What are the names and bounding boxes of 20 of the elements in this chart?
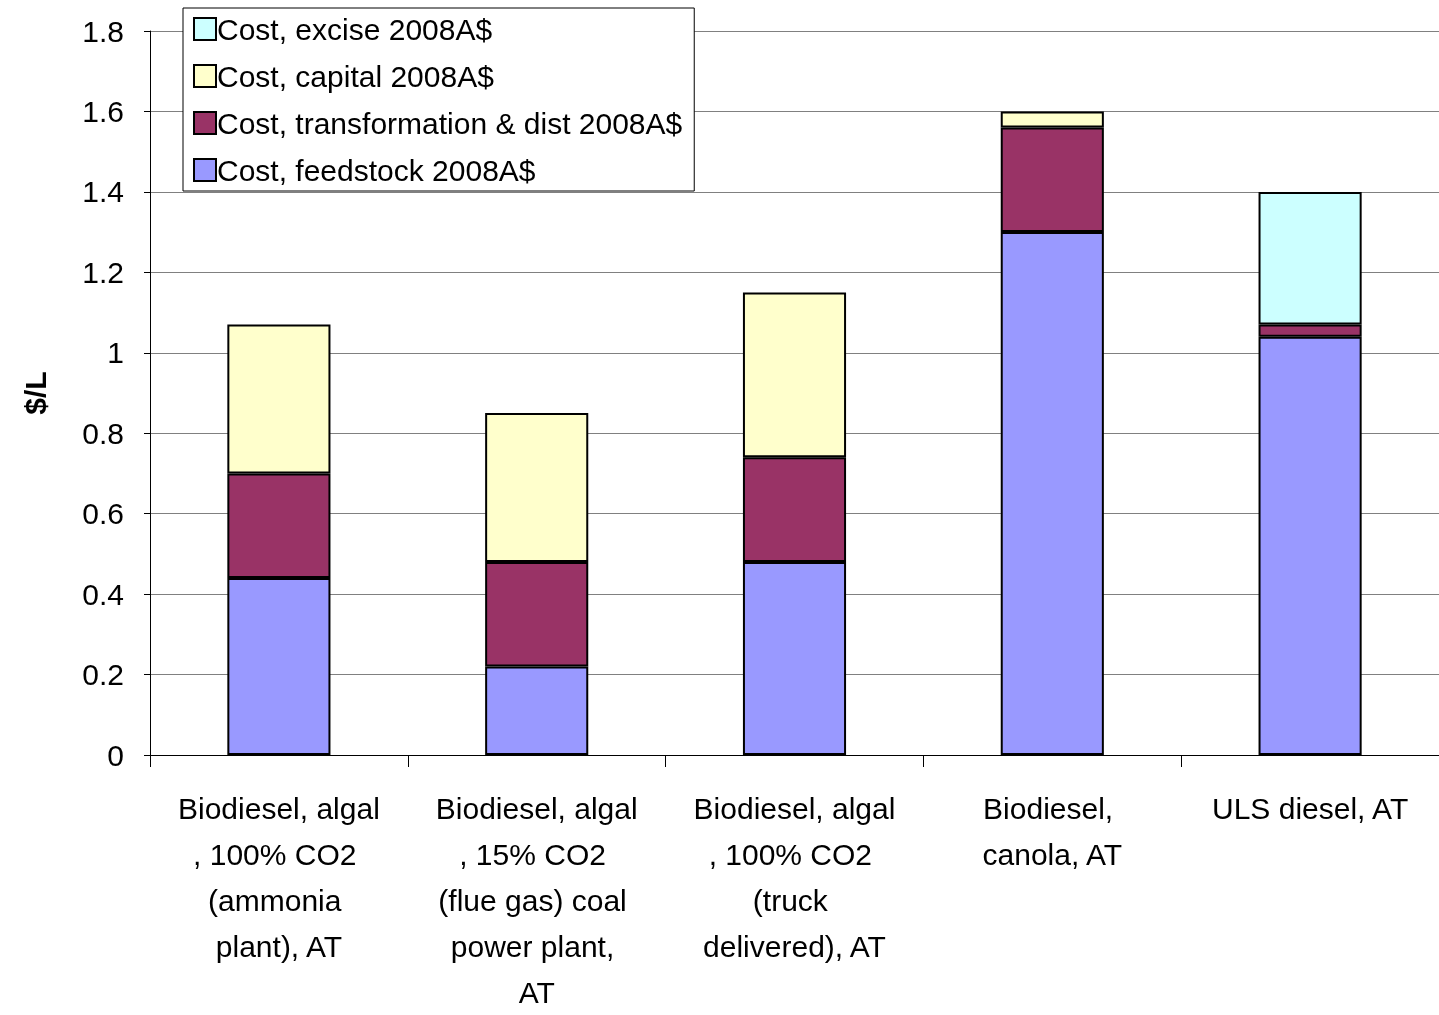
y-tick-label: 0 xyxy=(107,738,124,772)
y-tick-label: 1.2 xyxy=(82,255,124,289)
y-tick-label: 1 xyxy=(107,336,124,370)
y-axis-title: $/L xyxy=(18,371,52,415)
x-tick-label: ULS diesel, AT xyxy=(1212,791,1409,825)
x-tick-label: Biodiesel, algal, 15% CO2 (flue gas) coal power plant, AT xyxy=(435,791,638,1009)
legend-label: Cost, excise 2008A$ xyxy=(217,12,493,46)
y-tick-label: 0.4 xyxy=(82,577,124,611)
legend-label: Cost, transformation & dist 2008A$ xyxy=(217,106,683,140)
y-tick-label: 1.4 xyxy=(82,175,124,209)
legend-label: Cost, feedstock 2008A$ xyxy=(217,153,536,187)
y-tick-label: 0.6 xyxy=(82,497,124,531)
y-tick-label: 0.2 xyxy=(82,658,124,692)
y-tick-label: 0.8 xyxy=(82,416,124,450)
y-tick-label: 1.6 xyxy=(82,94,124,128)
legend-label: Cost, capital 2008A$ xyxy=(217,59,495,93)
x-tick-label: Biodiesel, canola, AT xyxy=(982,791,1123,871)
x-tick-label: Biodiesel, algal, 100% CO2 (truck delivered), AT xyxy=(693,791,896,963)
x-tick-label: Biodiesel, algal, 100% CO2 (ammonia plant), AT xyxy=(178,791,380,963)
y-tick-label: 1.8 xyxy=(82,14,124,48)
